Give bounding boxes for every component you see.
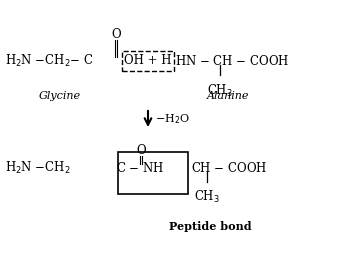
- Bar: [118, 152, 188, 194]
- Bar: [122, 51, 174, 71]
- Text: HN $-$ CH $-$ COOH: HN $-$ CH $-$ COOH: [175, 54, 289, 68]
- Text: $-$H$_2$O: $-$H$_2$O: [155, 112, 190, 126]
- Text: H$_2$N $-$CH$_2$$-$ C: H$_2$N $-$CH$_2$$-$ C: [5, 53, 94, 69]
- Text: CH$_3$: CH$_3$: [207, 83, 233, 99]
- Text: H$_2$N $-$CH$_2$: H$_2$N $-$CH$_2$: [5, 160, 70, 176]
- Text: Peptide bond: Peptide bond: [169, 220, 251, 231]
- Text: CH $-$ COOH: CH $-$ COOH: [191, 161, 268, 175]
- Text: OH + H: OH + H: [124, 55, 172, 68]
- Text: O: O: [111, 27, 121, 40]
- Text: Alanine: Alanine: [207, 91, 249, 101]
- Text: CH$_3$: CH$_3$: [194, 189, 220, 205]
- Text: O: O: [136, 144, 146, 156]
- Text: Glycine: Glycine: [39, 91, 81, 101]
- Text: C $-$ NH: C $-$ NH: [116, 161, 164, 175]
